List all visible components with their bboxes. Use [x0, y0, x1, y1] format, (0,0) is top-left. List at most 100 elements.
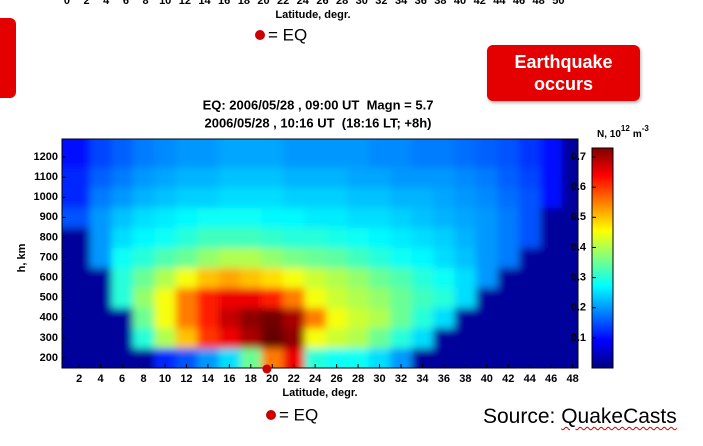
heat-cell [111, 287, 134, 309]
heat-cell [62, 187, 91, 208]
heat-cell [111, 167, 134, 188]
heat-cell [240, 187, 263, 208]
heat-cell [218, 267, 241, 289]
heat-cell [197, 307, 220, 329]
heat-cell [518, 347, 541, 368]
heat-cell [89, 267, 112, 289]
heat-cell [518, 207, 541, 228]
heat-cell [476, 247, 499, 269]
heat-cell [175, 247, 198, 269]
heat-cell [561, 227, 578, 248]
heat-cell [411, 139, 434, 168]
heat-cell [540, 247, 563, 269]
x-axis-label: Latitude, degr. [275, 9, 350, 21]
heat-cell [62, 307, 91, 329]
heat-cell [282, 187, 305, 208]
heat-cell [561, 287, 578, 309]
heat-cell [304, 207, 327, 228]
heat-cell [261, 187, 284, 208]
x-tick-label: 38 [434, 0, 446, 7]
colorbar-tick-label: 0.7 [571, 151, 586, 163]
heat-cell [497, 139, 520, 168]
heat-cell [497, 287, 520, 309]
heat-cell [497, 247, 520, 269]
heat-cell [132, 267, 155, 289]
heat-cell [240, 347, 263, 368]
heat-cell [154, 347, 177, 368]
heat-cell [261, 327, 284, 349]
x-tick-label: 10 [159, 373, 171, 385]
heat-cell [497, 347, 520, 368]
x-tick-label: 22 [288, 373, 300, 385]
heat-cell [325, 227, 348, 248]
x-tick-label: 16 [218, 0, 230, 7]
x-tick-label: 0 [64, 0, 70, 7]
colorbar-tick-label: 0.4 [571, 241, 587, 253]
source-name: QuakeCasts [561, 405, 677, 428]
heat-cell [497, 187, 520, 208]
heat-cell [261, 247, 284, 269]
x-tick-label: 6 [123, 0, 129, 7]
heat-cell [89, 287, 112, 309]
colorbar-tick-label: 0.5 [571, 211, 586, 223]
x-tick-label: 32 [375, 0, 387, 7]
heat-cell [89, 187, 112, 208]
heat-cell [368, 267, 391, 289]
heat-cell [518, 139, 541, 168]
heat-cell [240, 227, 263, 248]
heat-cell [325, 167, 348, 188]
heat-cell [132, 207, 155, 228]
heat-cell [282, 227, 305, 248]
heat-cell [476, 187, 499, 208]
heat-cell [261, 287, 284, 309]
heat-cell [347, 327, 370, 349]
heat-cell [476, 167, 499, 188]
x-tick-label: 28 [336, 0, 348, 7]
heat-cell [390, 267, 413, 289]
x-tick-label: 24 [309, 373, 322, 385]
heatmap [62, 139, 578, 368]
colorbar-label: N, 1012m-3 [597, 124, 649, 140]
heat-cell [540, 139, 563, 168]
heat-cell [175, 207, 198, 228]
y-tick-label: 1000 [34, 191, 58, 203]
heat-cell [561, 267, 578, 289]
heat-cell [433, 307, 456, 329]
heat-cell [325, 267, 348, 289]
heat-cell [62, 167, 91, 188]
earthquake-button[interactable]: Earthquake occurs [487, 45, 640, 101]
heat-cell [411, 227, 434, 248]
heat-cell [368, 287, 391, 309]
heat-cell [261, 307, 284, 329]
heat-cell [175, 287, 198, 309]
heat-cell [132, 327, 155, 349]
heat-cell [261, 267, 284, 289]
x-tick-label: 44 [493, 0, 506, 7]
x-tick-label: 30 [356, 0, 368, 7]
heat-cell [540, 207, 563, 228]
heat-cell [261, 347, 284, 368]
heat-cell [325, 207, 348, 228]
heat-cell [154, 287, 177, 309]
heat-cell [390, 247, 413, 269]
heat-cell [89, 139, 112, 168]
heat-cell [390, 187, 413, 208]
heat-cell [325, 187, 348, 208]
heat-cell [282, 327, 305, 349]
heat-cell [154, 267, 177, 289]
heat-cell [476, 227, 499, 248]
heat-cell [540, 167, 563, 188]
heat-cell [218, 139, 241, 168]
heat-cell [197, 167, 220, 188]
heat-cell [347, 267, 370, 289]
source-prefix: Source: [483, 405, 556, 428]
heat-cell [240, 139, 263, 168]
heat-cell [175, 187, 198, 208]
heat-cell [197, 327, 220, 349]
heat-cell [197, 347, 220, 368]
x-tick-label: 4 [103, 0, 110, 7]
x-tick-label: 36 [438, 373, 450, 385]
heat-cell [540, 327, 563, 349]
x-tick-label: 20 [257, 0, 269, 7]
